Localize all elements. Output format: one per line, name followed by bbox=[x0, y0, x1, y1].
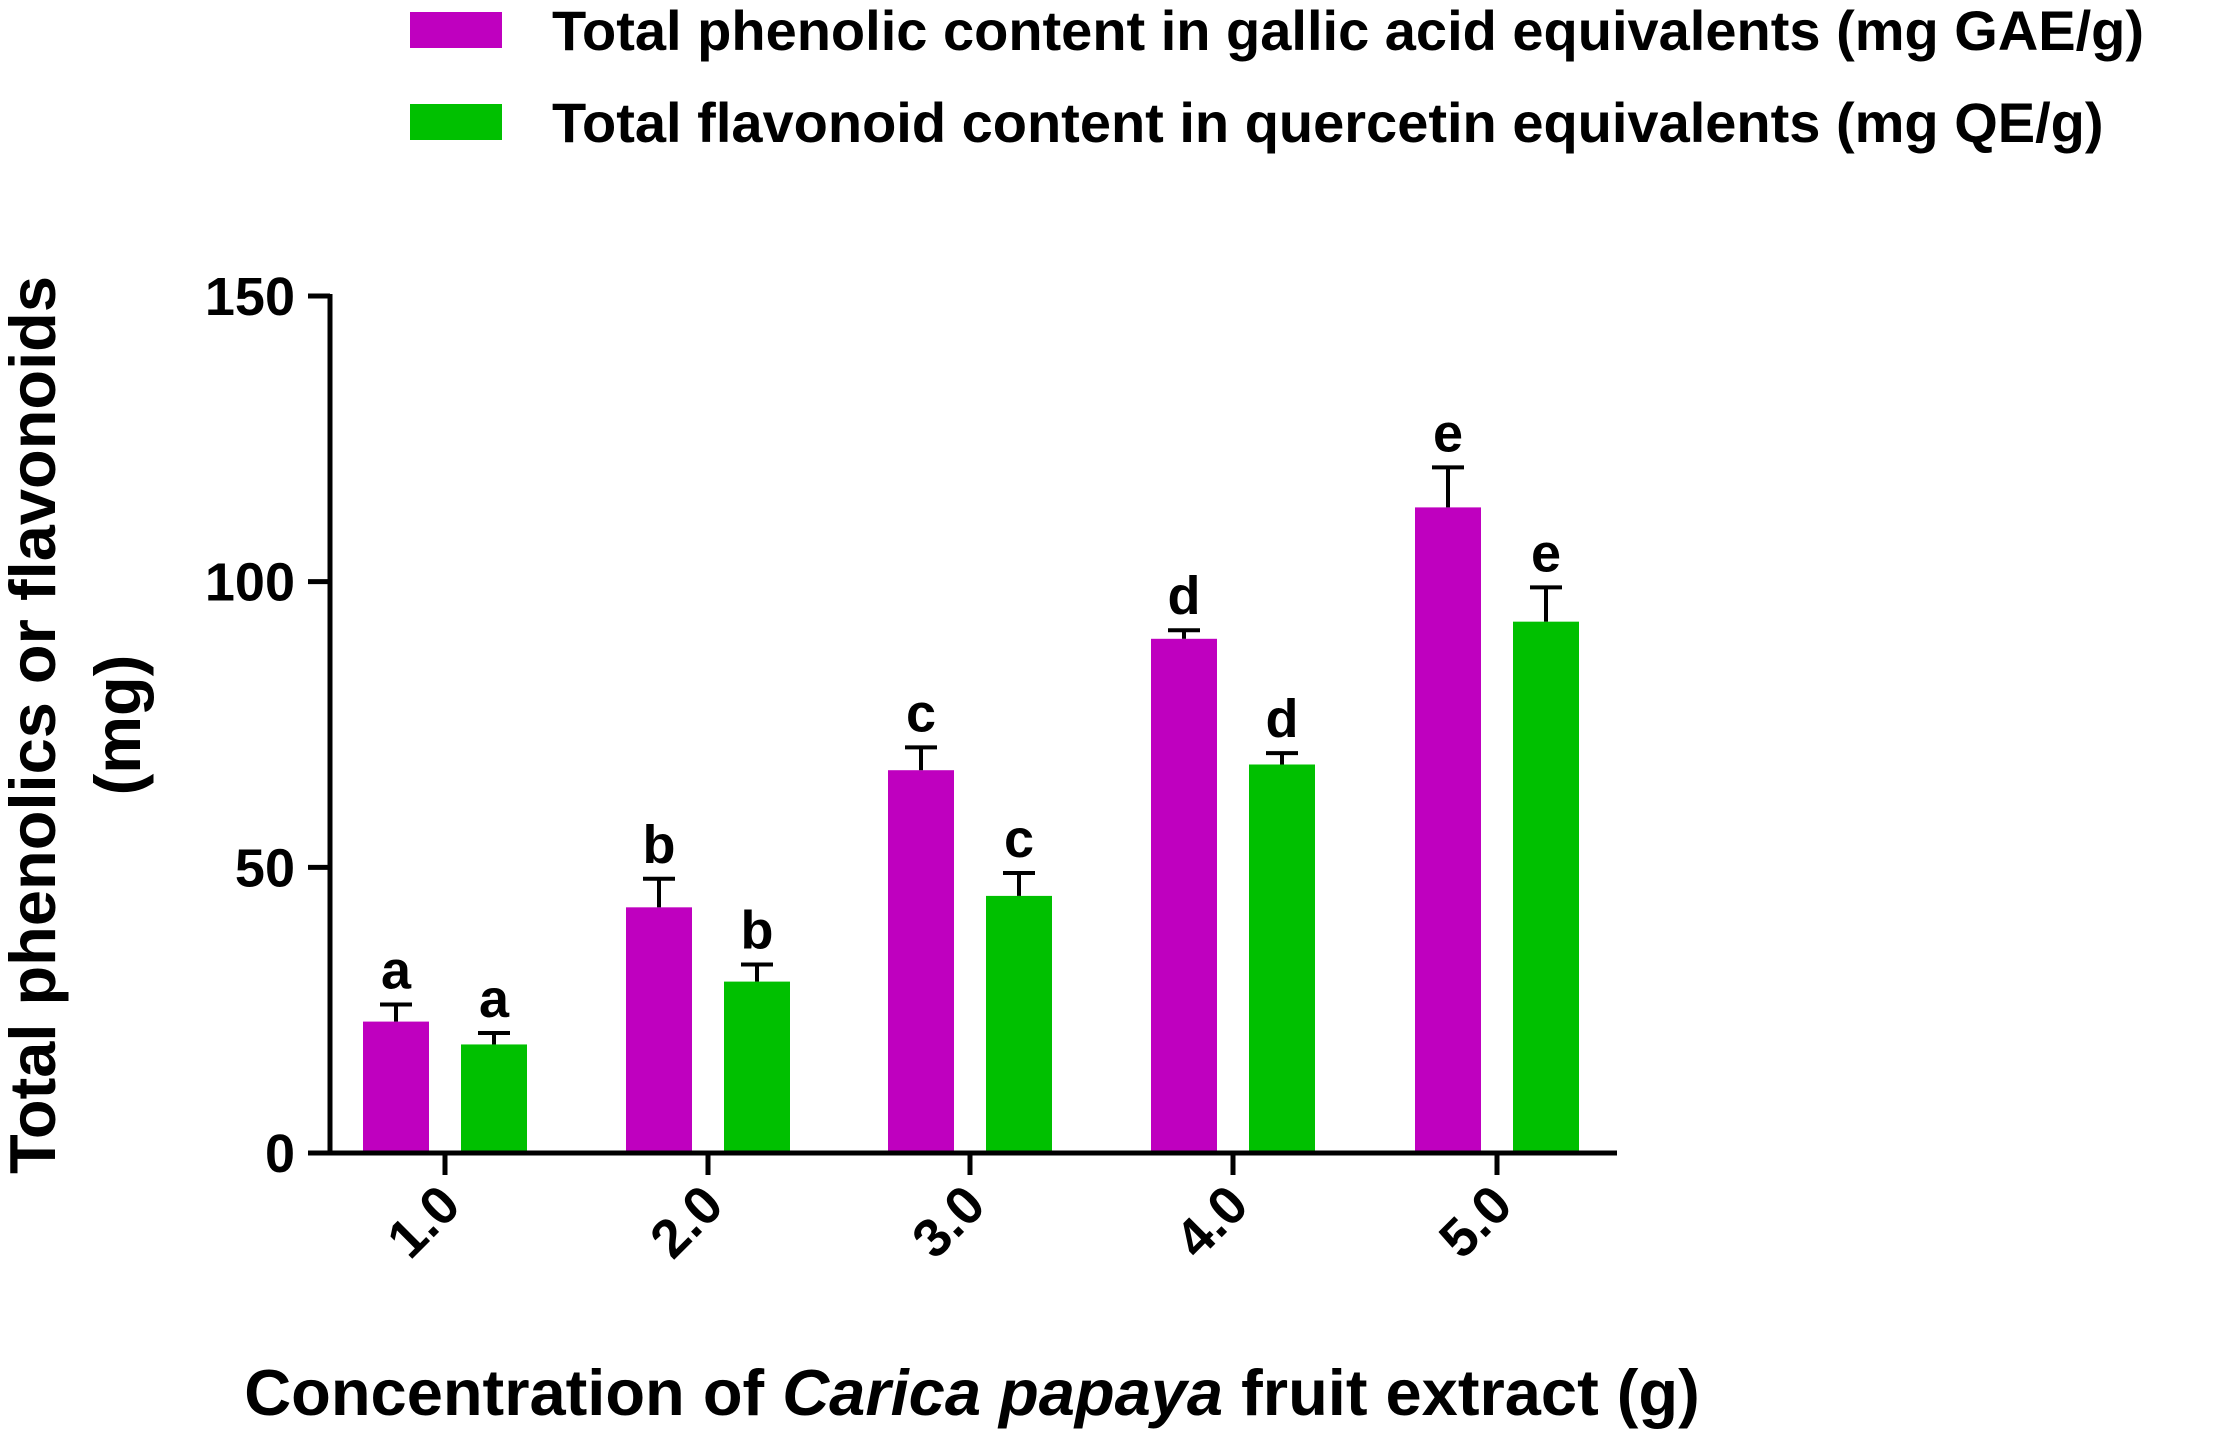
x-axis-title: Concentration of Carica papaya fruit ext… bbox=[244, 1356, 1700, 1429]
y-axis-title: Total phenolics or flavonoids (mg) bbox=[0, 276, 154, 1174]
sig-letter-series2-1.0: a bbox=[479, 969, 510, 1029]
bar-series2-3.0 bbox=[986, 895, 1052, 1153]
x-axis-title-suffix: fruit extract (g) bbox=[1223, 1356, 1700, 1429]
bar-series1-4.0 bbox=[1151, 638, 1217, 1153]
x-tick-label-4.0: 4.0 bbox=[1164, 1174, 1260, 1270]
x-tick-label-3.0: 3.0 bbox=[901, 1174, 997, 1270]
bar-series2-1.0 bbox=[461, 1044, 527, 1153]
x-axis-title-species: Carica papaya bbox=[782, 1356, 1223, 1429]
y-tick-label-0: 0 bbox=[265, 1124, 295, 1184]
legend-swatch-2 bbox=[410, 104, 502, 140]
bar-series1-1.0 bbox=[363, 1021, 429, 1153]
sig-letter-series2-2.0: b bbox=[741, 900, 774, 960]
sig-letter-series1-3.0: c bbox=[906, 683, 936, 743]
sig-letter-series2-3.0: c bbox=[1004, 809, 1034, 869]
sig-letter-series1-4.0: d bbox=[1168, 566, 1201, 626]
y-tick-label-100: 100 bbox=[205, 553, 295, 613]
plot-area: a b c d e a b c d e 0 50 100 150 1.0 2.0 3.0 4.0 5.0 bbox=[205, 267, 1617, 1270]
bar-series1-3.0 bbox=[888, 770, 954, 1153]
sig-letter-series2-5.0: e bbox=[1531, 523, 1561, 583]
legend-swatch-1 bbox=[410, 12, 502, 48]
legend-label-1: Total phenolic content in gallic acid eq… bbox=[552, 0, 2144, 62]
y-tick-label-50: 50 bbox=[235, 838, 295, 898]
sig-letter-series1-5.0: e bbox=[1433, 403, 1463, 463]
x-tick-label-2.0: 2.0 bbox=[639, 1174, 735, 1270]
x-tick-label-1.0: 1.0 bbox=[376, 1174, 472, 1270]
bar-series2-5.0 bbox=[1513, 621, 1579, 1153]
y-tick-label-150: 150 bbox=[205, 267, 295, 327]
y-axis-title-line1: Total phenolics or flavonoids bbox=[0, 276, 69, 1174]
sig-letter-series1-2.0: b bbox=[643, 815, 676, 875]
bar-series2-4.0 bbox=[1249, 764, 1315, 1153]
y-axis-title-line2: (mg) bbox=[81, 655, 154, 796]
sig-letter-series1-1.0: a bbox=[381, 940, 412, 1000]
bar-series1-2.0 bbox=[626, 907, 692, 1153]
legend: Total phenolic content in gallic acid eq… bbox=[410, 0, 2144, 154]
bar-series2-2.0 bbox=[724, 981, 790, 1153]
legend-label-2: Total flavonoid content in quercetin equ… bbox=[552, 91, 2104, 154]
bar-series1-5.0 bbox=[1415, 507, 1481, 1154]
x-axis-title-prefix: Concentration of bbox=[244, 1356, 782, 1429]
x-axis-title-group: Concentration of Carica papaya fruit ext… bbox=[244, 1356, 1700, 1429]
x-tick-label-5.0: 5.0 bbox=[1428, 1174, 1524, 1270]
sig-letter-series2-4.0: d bbox=[1266, 689, 1299, 749]
